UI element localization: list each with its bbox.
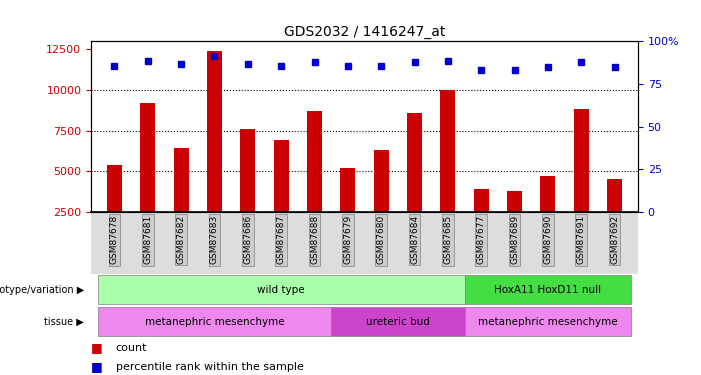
Text: GSM87684: GSM87684 [410,215,419,264]
Bar [465,275,631,304]
Text: count: count [116,343,147,353]
Text: GSM87689: GSM87689 [510,215,519,264]
Bar [174,148,189,212]
Bar [540,176,555,212]
Bar [465,307,631,336]
Bar [140,103,156,212]
Bar [507,191,522,212]
Text: GSM87682: GSM87682 [177,215,186,264]
Text: tissue ▶: tissue ▶ [44,316,84,327]
Text: GSM87690: GSM87690 [543,215,552,264]
Bar [240,129,255,212]
Bar [273,140,289,212]
Bar [307,111,322,212]
Text: wild type: wild type [257,285,305,295]
Bar [573,110,589,212]
Text: ■: ■ [91,342,103,354]
Text: GSM87678: GSM87678 [110,215,119,264]
Bar [341,168,355,212]
Text: GSM87680: GSM87680 [376,215,386,264]
Text: genotype/variation ▶: genotype/variation ▶ [0,285,84,295]
Text: ureteric bud: ureteric bud [366,316,430,327]
Bar [98,307,331,336]
Text: GSM87679: GSM87679 [343,215,353,264]
Text: metanephric mesenchyme: metanephric mesenchyme [478,316,618,327]
Bar [107,165,122,212]
Text: percentile rank within the sample: percentile rank within the sample [116,362,304,372]
Bar [331,307,465,336]
Text: GSM87685: GSM87685 [443,215,452,264]
Text: GSM87691: GSM87691 [577,215,586,264]
Bar [607,179,622,212]
Text: GSM87683: GSM87683 [210,215,219,264]
Title: GDS2032 / 1416247_at: GDS2032 / 1416247_at [284,25,445,39]
Text: GSM87687: GSM87687 [277,215,286,264]
Text: GSM87681: GSM87681 [143,215,152,264]
Text: GSM87686: GSM87686 [243,215,252,264]
Bar [474,189,489,212]
Text: metanephric mesenchyme: metanephric mesenchyme [144,316,285,327]
Bar [407,113,422,212]
Text: GSM87692: GSM87692 [610,215,619,264]
Bar [374,150,388,212]
Bar [440,90,456,212]
Text: GSM87688: GSM87688 [310,215,319,264]
Text: HoxA11 HoxD11 null: HoxA11 HoxD11 null [494,285,601,295]
Text: ■: ■ [91,360,103,373]
Bar [98,275,465,304]
Text: GSM87677: GSM87677 [477,215,486,264]
Bar [207,51,222,212]
